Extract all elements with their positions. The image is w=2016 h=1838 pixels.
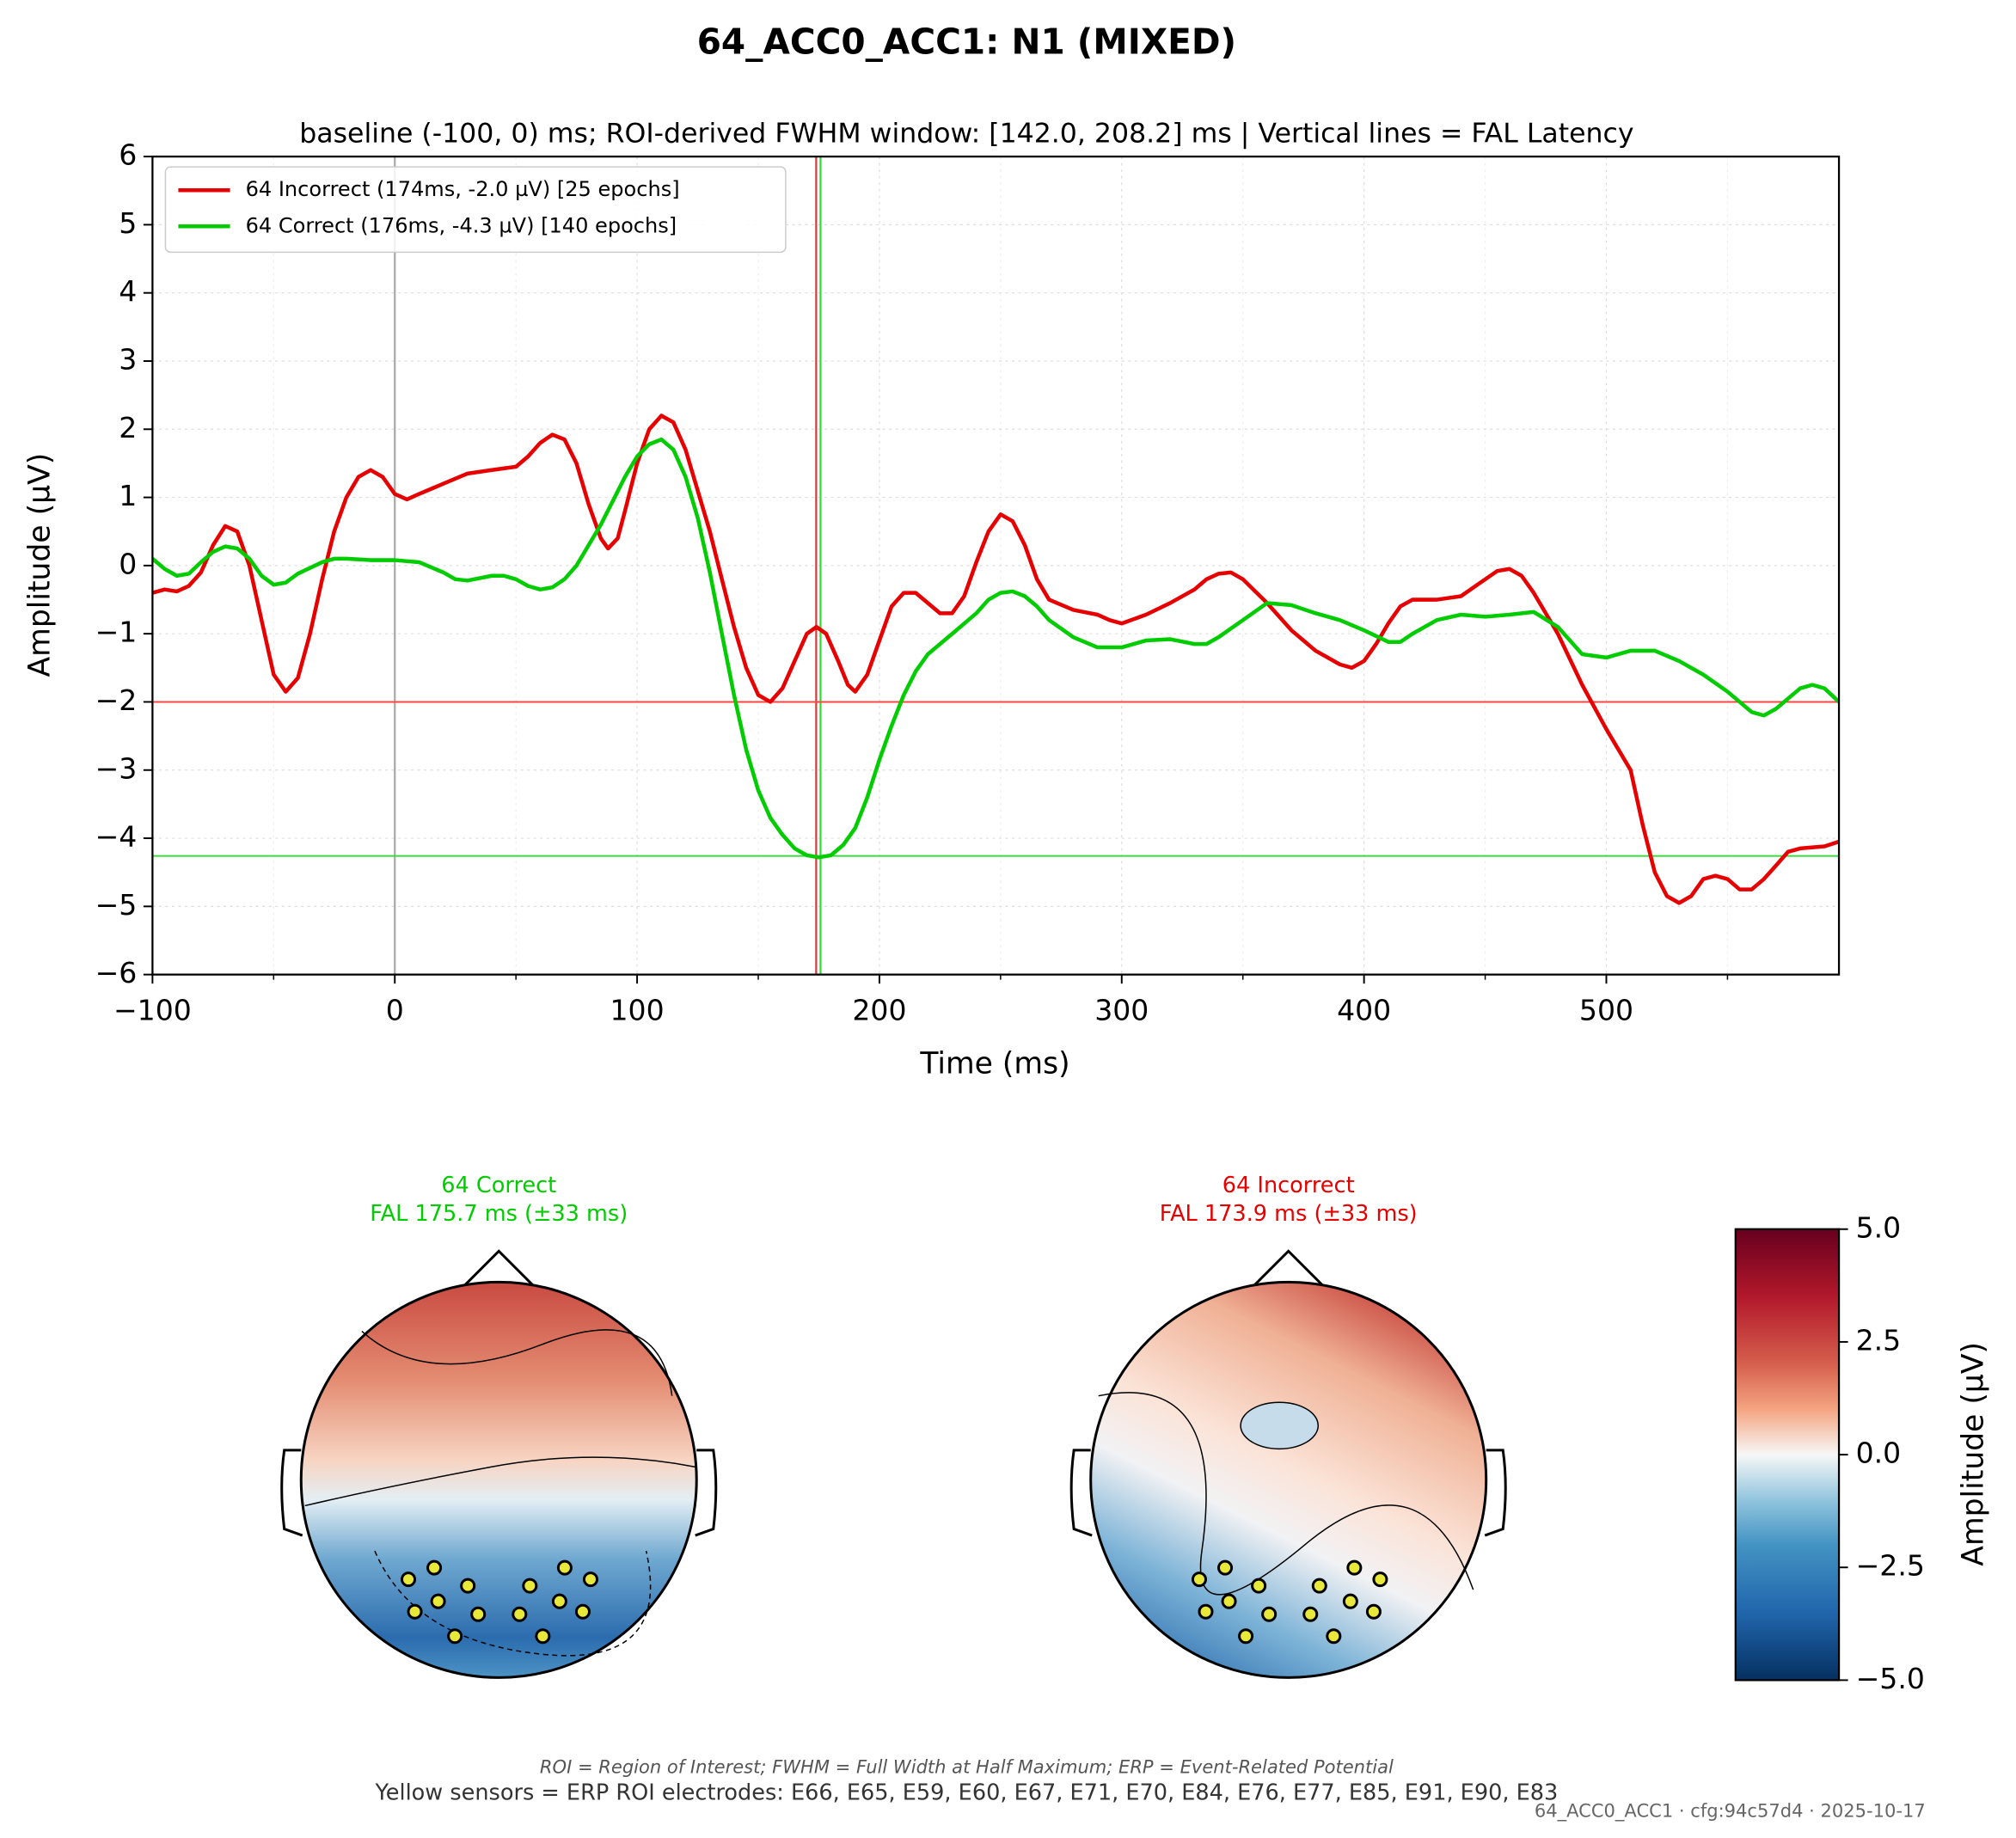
y-tick-label: −3 [95, 751, 138, 785]
axes-frame [151, 155, 1841, 976]
y-tick-label: −5 [95, 888, 138, 922]
x-tick-label: 0 [386, 994, 404, 1027]
topomap-left [280, 1249, 718, 1679]
y-tick-label: −1 [95, 616, 138, 649]
y-tick-label: 6 [119, 138, 137, 172]
plot-area: −100 0 100 200 300 400 500 −6 −5 −4 −3 −2 −1 0 1 2 3 4 5 6 6… [95, 138, 1841, 1027]
x-tick-label: 500 [1579, 994, 1633, 1027]
legend-box [164, 166, 787, 254]
colorbar-tick-label: −5.0 [1856, 1662, 1925, 1695]
y-tick-label: 3 [119, 342, 137, 376]
y-tick-label: 1 [119, 479, 137, 512]
y-tick-label: 5 [119, 206, 137, 240]
y-tick-label: 0 [119, 547, 137, 580]
colorbar [1734, 1228, 1841, 1682]
footnote: ROI = Region of Interest; FWHM = Full Wi… [540, 1756, 1394, 1778]
colorbar-tick-label: −2.5 [1856, 1549, 1925, 1583]
x-axis-label: Time (ms) [919, 1046, 1069, 1081]
x-tick-label: −100 [113, 994, 192, 1027]
colorbar-tick-label: 2.5 [1856, 1323, 1902, 1357]
colorbar-tick-label: 0.0 [1856, 1437, 1902, 1470]
y-tick-label: 2 [119, 411, 137, 444]
chart-title: 64_ACC0_ACC1: N1 (MIXED) [697, 21, 1236, 62]
topomap-title: 64 Incorrect FAL 173.9 ms (±33 ms) [1160, 1173, 1418, 1227]
colorbar-label: Amplitude (µV) [1956, 1342, 1990, 1566]
x-tick-label: 100 [610, 994, 665, 1027]
topomap-title: 64 Correct FAL 175.7 ms (±33 ms) [370, 1173, 628, 1227]
y-tick-label: −6 [95, 956, 138, 989]
colorbar-tick-label: 5.0 [1856, 1210, 1902, 1244]
chart-subtitle: baseline (-100, 0) ms; ROI-derived FWHM … [299, 119, 1633, 150]
y-axis-label: Amplitude (µV) [23, 453, 58, 677]
legend-label: 64 Incorrect (174ms, -2.0 µV) [25 epochs… [246, 177, 680, 201]
y-tick-label: −4 [95, 820, 138, 854]
legend-label: 64 Correct (176ms, -4.3 µV) [140 epochs] [246, 213, 677, 237]
x-tick-label: 300 [1094, 994, 1149, 1027]
stamp: 64_ACC0_ACC1 · cfg:94c57d4 · 2025-10-17 [1535, 1800, 1926, 1823]
y-tick-label: −2 [95, 683, 138, 717]
series-line [152, 414, 1840, 905]
topomap-right [1069, 1249, 1507, 1679]
y-tick-label: 4 [119, 274, 137, 308]
x-tick-label: 400 [1337, 994, 1391, 1027]
series-line [152, 437, 1840, 860]
x-tick-label: 200 [852, 994, 906, 1027]
caption: Yellow sensors = ERP ROI electrodes: E66… [375, 1780, 1559, 1806]
